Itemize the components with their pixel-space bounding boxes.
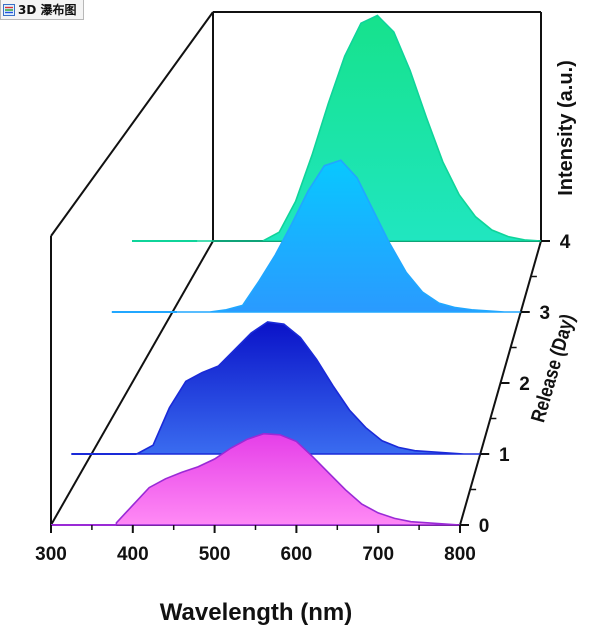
y-axis-title: Intensity (a.u.) bbox=[555, 60, 577, 196]
z-tick-label-0: 0 bbox=[479, 516, 490, 537]
z-tick-label-1: 1 bbox=[499, 445, 510, 466]
x-tick-label-500: 500 bbox=[199, 544, 231, 565]
z-tick-label-3: 3 bbox=[539, 303, 550, 324]
tab-title: 3D 瀑布图 bbox=[18, 3, 77, 17]
z-tick-label-2: 2 bbox=[519, 374, 530, 395]
x-axis: 300 400 500 600 700 800 bbox=[35, 525, 476, 565]
ridge-day-4 bbox=[197, 14, 542, 242]
x-tick-label-700: 700 bbox=[362, 544, 394, 565]
z-axis: 0 1 2 3 4 bbox=[460, 232, 571, 537]
waterfall-chart-icon bbox=[3, 3, 15, 16]
x-tick-label-300: 300 bbox=[35, 544, 67, 565]
z-tick-label-4: 4 bbox=[560, 232, 571, 253]
floor-left-diagonal bbox=[50, 240, 214, 526]
window-tab[interactable]: 3D 瀑布图 bbox=[0, 0, 84, 20]
top-diagonal bbox=[50, 11, 214, 237]
x-axis-title: Wavelength (nm) bbox=[160, 599, 352, 626]
ridges bbox=[51, 14, 542, 526]
x-tick-label-400: 400 bbox=[117, 544, 149, 565]
x-tick-label-800: 800 bbox=[444, 544, 476, 565]
x-tick-label-600: 600 bbox=[281, 544, 313, 565]
ridge-day-3 bbox=[177, 159, 521, 313]
z-axis-title: Release (Day) bbox=[526, 311, 578, 424]
ridge-day-1 bbox=[136, 321, 481, 455]
ridge-day-0 bbox=[115, 432, 461, 526]
